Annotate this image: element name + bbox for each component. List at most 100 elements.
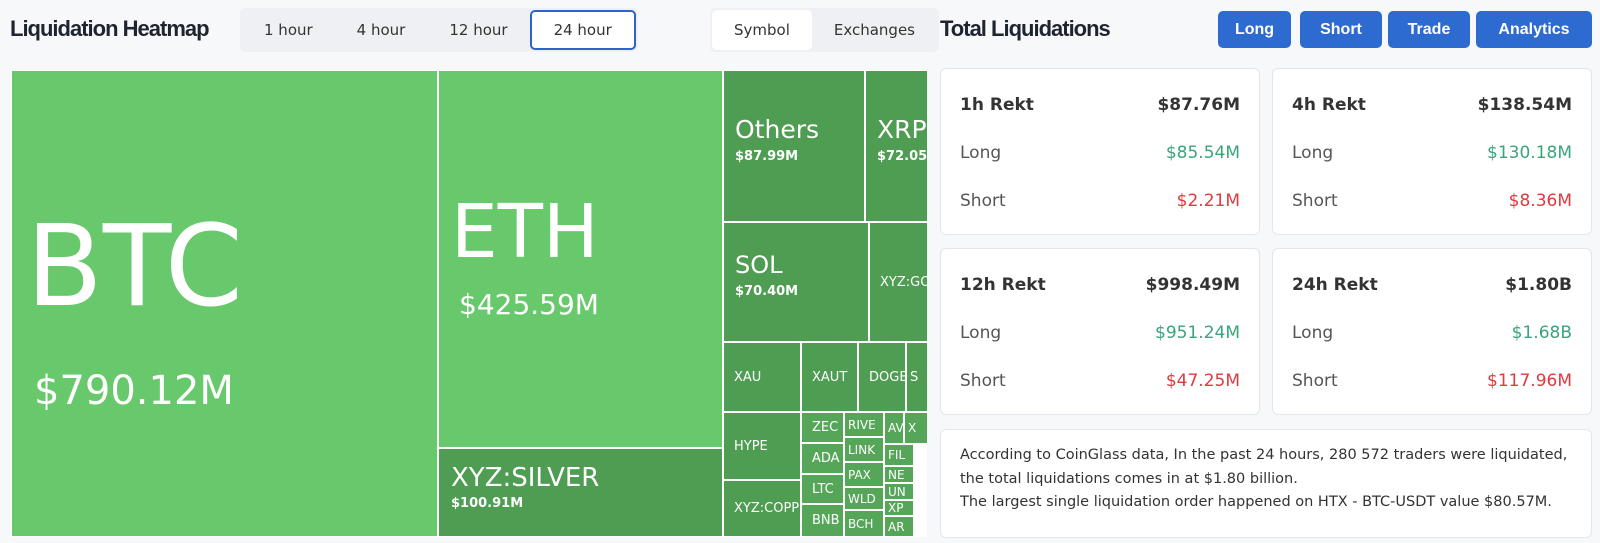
treemap-tile[interactable]: LTC [801,474,844,504]
card-row: Short $2.21M [960,177,1240,225]
page-title: Liquidation Heatmap [10,16,210,41]
treemap-tile[interactable]: UN [884,483,914,500]
treemap-tile[interactable]: LINK [844,437,884,462]
tile-value: $72.05M [877,149,927,164]
card-header: 24h Rekt $1.80B [1292,261,1572,309]
treemap-tile[interactable]: RIVE [844,412,884,437]
summary: According to CoinGlass data, In the past… [940,429,1592,538]
treemap-tile[interactable]: BNB [801,504,844,537]
treemap-tile[interactable]: XAU [723,342,801,412]
tile-label: ZEC [812,420,839,435]
card-row: Long $130.18M [1292,129,1572,177]
treemap-tile[interactable]: ZEC [801,412,844,443]
tile-label: UN [888,484,906,499]
card-total: $87.76M [1157,95,1240,115]
treemap-tile[interactable]: HYPE [723,412,801,480]
tile-label: XYZ:COPP [734,501,800,516]
tile-label: LTC [812,481,834,497]
treemap-tile[interactable]: BCH [844,510,884,537]
card-title: 4h Rekt [1292,95,1366,115]
treemap-tile[interactable]: XYZ:GO [869,222,927,342]
treemap-tile[interactable]: DOGE [858,342,906,412]
treemap: BTC $790.12M ETH $425.59M XYZ:SILVER $100.91M… [11,70,927,537]
treemap-tile[interactable]: S [906,342,927,412]
tile-label: Others [735,115,820,144]
row-label: Long [960,323,1002,343]
action-button[interactable]: Long [1218,11,1291,48]
card-header: 12h Rekt $998.49M [960,261,1240,309]
treemap-tile[interactable]: XYZ:SILVER $100.91M [438,448,723,537]
tile-label: RIVE [848,417,876,432]
panel-title: Total Liquidations [940,16,1111,41]
tile-value: $87.99M [735,149,799,164]
time-tabs: 1 hour 4 hour 12 hour 24 hour [240,8,638,52]
treemap-tile[interactable]: AR [884,516,914,537]
action-button[interactable]: Analytics [1476,11,1592,48]
tile-value: $70.40M [735,284,799,299]
tile-value: $100.91M [451,496,524,511]
treemap-tile[interactable]: XYZ:COPP [723,480,801,537]
treemap-tile[interactable]: BTC $790.12M [11,70,438,537]
tile-label: XAU [734,369,762,385]
tile-label: BTC [26,202,243,332]
treemap-tile[interactable]: X [904,412,927,444]
row-label: Short [1292,371,1338,391]
summary-line: According to CoinGlass data, In the past… [960,447,1568,487]
row-label: Long [1292,143,1334,163]
tile-label: AV [888,421,904,435]
card-row: Long $1.68B [1292,309,1572,357]
tile-label: LINK [848,442,876,457]
rekt-card: 4h Rekt $138.54M Long $130.18M Short $8.36M [1272,68,1592,235]
treemap-tile[interactable]: Others $87.99M [723,70,865,222]
tile-label: XRP [877,115,927,144]
card-total: $1.80B [1505,275,1572,295]
action-button[interactable]: Short [1300,11,1382,48]
treemap-tile[interactable]: NE [884,466,914,483]
rekt-card: 24h Rekt $1.80B Long $1.68B Short $117.96M [1272,248,1592,415]
treemap-tile[interactable]: SOL $70.40M [723,222,869,342]
row-value: $85.54M [1165,143,1240,163]
tile-label: XP [888,501,904,515]
view-tab[interactable]: Symbol [712,10,812,50]
treemap-tile[interactable]: PAX [844,462,884,487]
row-value: $1.68B [1511,323,1572,343]
tile-value: $425.59M [459,288,599,321]
tile-label: S [910,369,919,385]
row-value: $8.36M [1508,191,1572,211]
tile-label: XAUT [812,369,848,385]
row-value: $2.21M [1176,191,1240,211]
tile-label: SOL [735,251,783,279]
treemap-tile[interactable]: AV [884,412,904,444]
tile-label: DOGE [869,369,906,385]
tile-label: PAX [848,467,871,482]
rekt-card: 12h Rekt $998.49M Long $951.24M Short $47.25M [940,248,1260,415]
view-tabs: Symbol Exchanges [710,8,939,52]
card-header: 4h Rekt $138.54M [1292,81,1572,129]
treemap-tile[interactable]: FIL [884,444,914,466]
time-tab[interactable]: 4 hour [356,21,406,39]
time-tab[interactable]: 1 hour [264,21,313,39]
tile-label: BCH [848,516,874,531]
treemap-tile[interactable]: ETH $425.59M [438,70,723,448]
card-row: Long $951.24M [960,309,1240,357]
row-label: Short [960,191,1006,211]
treemap-tile[interactable]: XP [884,500,914,516]
treemap-tile[interactable]: ADA [801,443,844,474]
tile-value: $790.12M [34,368,234,414]
row-value: $117.96M [1487,371,1572,391]
row-label: Short [960,371,1006,391]
tile-label: WLD [848,491,876,506]
card-title: 12h Rekt [960,275,1046,295]
view-tab[interactable]: Exchanges [833,21,915,39]
treemap-tile[interactable]: WLD [844,487,884,510]
time-tab[interactable]: 12 hour [449,21,508,39]
card-row: Short $8.36M [1292,177,1572,225]
card-total: $998.49M [1145,275,1240,295]
treemap-tile[interactable]: XRP $72.05M [865,70,927,222]
tile-label: XYZ:GO [880,274,927,290]
time-tab[interactable]: 24 hour [529,10,636,50]
action-button[interactable]: Trade [1388,11,1470,48]
rekt-card: 1h Rekt $87.76M Long $85.54M Short $2.21M [940,68,1260,235]
treemap-tile[interactable]: XAUT [801,342,858,412]
